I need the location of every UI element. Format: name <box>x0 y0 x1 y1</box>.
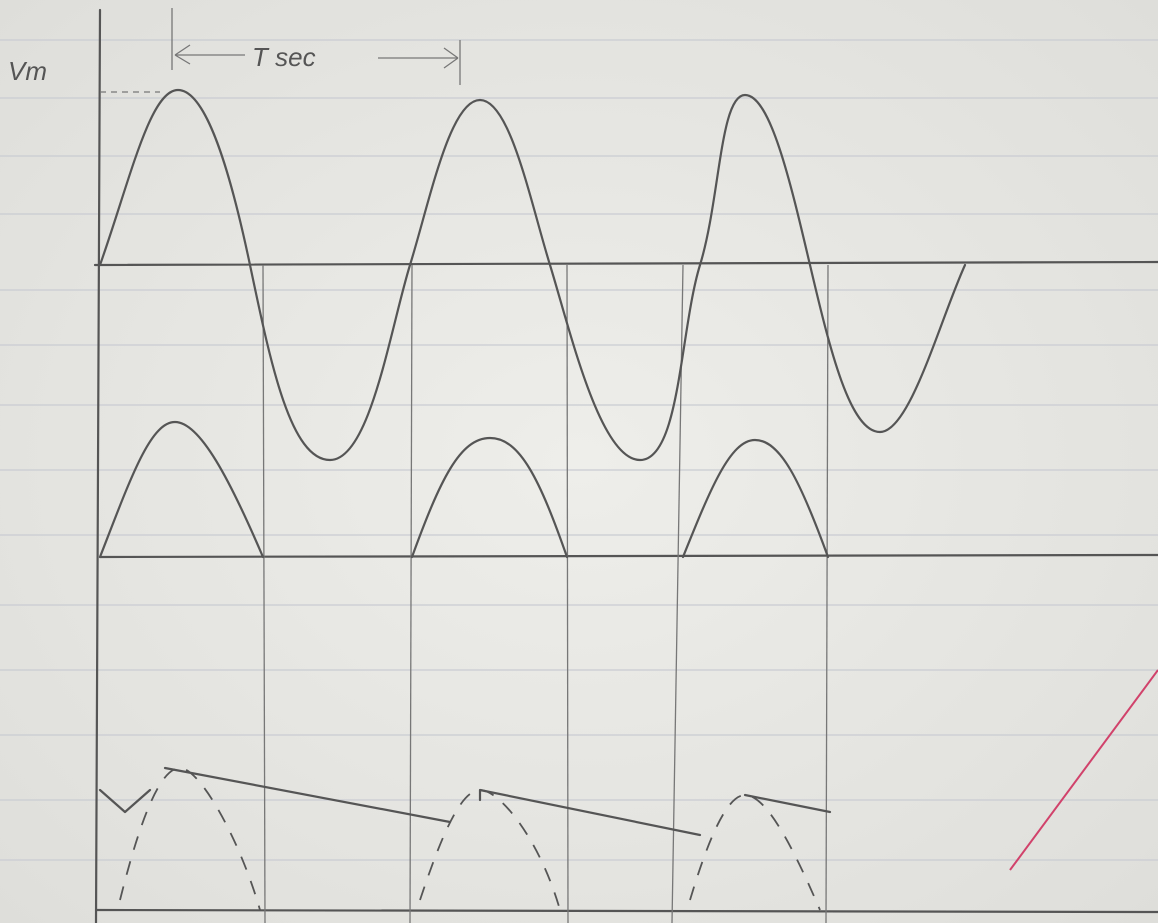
vm-label: Vm <box>8 56 47 86</box>
notebook-photo: Vm T sec <box>0 0 1158 923</box>
page: {"labels": {"vm": "Vm", "period": "T sec… <box>0 0 1158 923</box>
paper <box>0 0 1158 923</box>
period-label: T sec <box>252 42 316 72</box>
